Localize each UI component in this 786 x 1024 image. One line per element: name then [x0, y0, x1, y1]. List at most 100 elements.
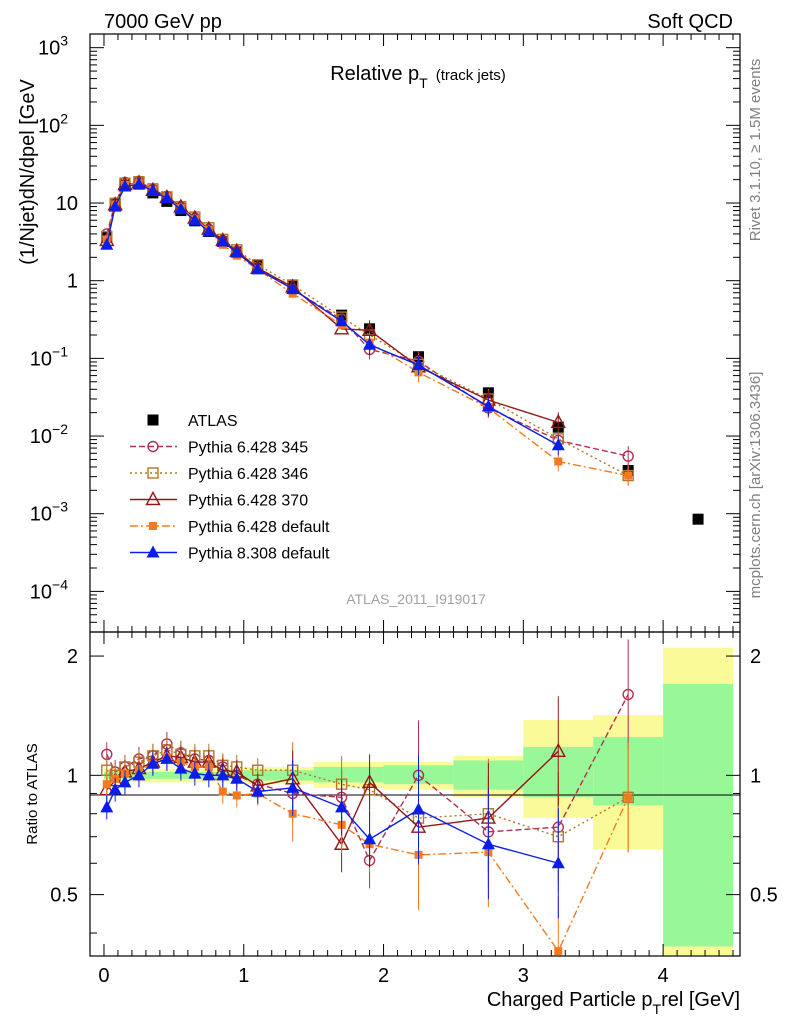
ratio-band-inner: [243, 770, 314, 781]
ratio-point-pythia-6-428-default: [232, 791, 241, 800]
y-tick-exponent: −2: [52, 421, 68, 437]
ratio-point-pythia-8-308-default: [202, 768, 216, 781]
y-tick-exponent: −3: [52, 499, 68, 515]
ratio-point-pythia-8-308-default: [335, 800, 349, 813]
ratio-point-pythia-8-308-default: [363, 832, 377, 845]
legend-label: Pythia 6.428 345: [188, 440, 308, 457]
point-pythia-8-308-default: [146, 183, 160, 196]
ratio-point-pythia-8-308-default: [118, 775, 132, 788]
chart-title-main: Relative p: [330, 63, 419, 85]
legend-marker: [149, 522, 157, 530]
ratio-tick-label-left: 1: [67, 765, 78, 787]
y-tick-label: 10−1: [30, 343, 68, 370]
y-axis-label-suffix: el [GeV: [17, 79, 39, 146]
x-tick-label: 1: [238, 965, 249, 987]
legend-marker: [147, 440, 159, 453]
ratio-point-pythia-8-308-default: [551, 856, 565, 869]
point-atlas: [692, 513, 704, 525]
ratio-band-inner: [663, 684, 734, 947]
y-tick-exponent: −4: [52, 576, 68, 592]
x-axis-label: Charged Particle pTrel [GeV]: [487, 989, 740, 1017]
point-pythia-8-308-default: [188, 213, 202, 226]
point-pythia-8-308-default: [481, 399, 495, 412]
ratio-point-pythia-8-308-default: [146, 756, 160, 769]
x-tick-label: 3: [518, 965, 529, 987]
ratio-point-pythia-6-428-default: [218, 787, 227, 796]
ratio-point-pythia-8-308-default: [230, 771, 244, 784]
ratio-point-pythia-8-308-default: [286, 780, 300, 793]
ratio-point-pythia-6-428-370: [550, 742, 566, 757]
ratio-point-pythia-8-308-default: [132, 768, 146, 781]
ratio-point-pythia-8-308-default: [160, 751, 174, 764]
ratio-point-pythia-8-308-default: [251, 784, 265, 797]
ratio-point-pythia-6-428-default: [554, 947, 563, 956]
point-pythia-8-308-default: [118, 179, 132, 192]
ratio-point-pythia-6-428-370: [361, 773, 378, 789]
ratio-point-pythia-8-308-default: [481, 837, 495, 850]
point-pythia-8-308-default: [286, 282, 300, 295]
y-tick-label: 10−3: [30, 499, 68, 526]
ratio-point-pythia-8-308-default: [216, 768, 230, 781]
legend-marker: [146, 545, 160, 558]
ratio-band-inner: [103, 771, 244, 779]
main-frame: [89, 33, 741, 633]
y-tick-label: 103: [38, 33, 68, 60]
y-tick-base: 10: [38, 115, 60, 137]
ratio-tick-label-right: 1: [750, 765, 761, 787]
point-pythia-8-308-default: [230, 245, 244, 258]
ratio-band-inner: [313, 766, 384, 783]
y-tick-label: 1: [67, 271, 78, 293]
point-pythia-6-428-default: [554, 457, 563, 466]
header-right: Soft QCD: [647, 11, 733, 33]
ratio-tick-label-left: 0.5: [50, 885, 78, 907]
x-axis-label-sub: T: [653, 1001, 662, 1017]
x-axis-label-main: Charged Particle p: [487, 989, 653, 1011]
ratio-point-pythia-6-428-default: [102, 780, 111, 789]
point-pythia-6-428-345: [622, 450, 634, 462]
y-tick-exponent: −1: [52, 343, 68, 359]
legend-label: Pythia 8.308 default: [188, 546, 330, 563]
point-pythia-6-428-370: [550, 413, 566, 429]
ratio-frame: [89, 631, 741, 957]
ratio-tick-label-right: 0.5: [750, 885, 778, 907]
ratio-point-pythia-8-308-default: [188, 766, 202, 779]
legend-label: Pythia 6.428 default: [188, 519, 330, 536]
x-axis-label-suffix: rel [GeV]: [661, 989, 740, 1011]
y-tick-base: 10: [30, 348, 52, 370]
ratio-point-pythia-6-428-345: [622, 688, 634, 701]
point-pythia-8-308-default: [202, 224, 216, 237]
point-pythia-8-308-default: [411, 358, 425, 371]
y-axis-label-main: (1/Njet)dN/dp: [17, 146, 39, 265]
y-axis-label: (1/Njet)dN/dpel [GeV: [17, 79, 39, 265]
rivet-label: Rivet 3.1.10, ≥ 1.5M events: [747, 59, 764, 242]
chart-title-note: (track jets): [436, 67, 506, 84]
header-left: 7000 GeV pp: [104, 11, 222, 33]
y-tick-base: 10: [30, 581, 52, 603]
x-tick-label: 2: [378, 965, 389, 987]
point-pythia-8-308-default: [363, 337, 377, 350]
ratio-tick-label-right: 2: [750, 646, 761, 668]
x-tick-label: 4: [658, 965, 669, 987]
y-tick-base: 10: [38, 38, 60, 60]
chart-title-sub: T: [419, 75, 428, 91]
y-tick-base: 10: [30, 504, 52, 526]
point-pythia-8-308-default: [108, 199, 122, 212]
y-tick-label: 102: [38, 110, 68, 137]
y-tick-base: 10: [30, 426, 52, 448]
legend-label: ATLAS: [188, 413, 238, 430]
ratio-point-pythia-8-308-default: [108, 782, 122, 795]
y-tick-label: 10−2: [30, 421, 68, 448]
point-pythia-8-308-default: [160, 191, 174, 204]
legend-marker: [147, 467, 159, 479]
ratio-point-pythia-8-308-default: [174, 761, 188, 774]
ratio-tick-label-left: 2: [67, 646, 78, 668]
ratio-point-pythia-8-308-default: [411, 802, 425, 815]
legend-label: Pythia 6.428 346: [188, 466, 308, 483]
legend-label: Pythia 6.428 370: [188, 493, 308, 510]
point-pythia-8-308-default: [551, 438, 565, 451]
point-pythia-8-308-default: [251, 262, 265, 275]
y-tick-exponent: 2: [60, 110, 68, 126]
series-line-pythia-6-428-370: [106, 182, 559, 424]
x-tick-label: 0: [98, 965, 109, 987]
